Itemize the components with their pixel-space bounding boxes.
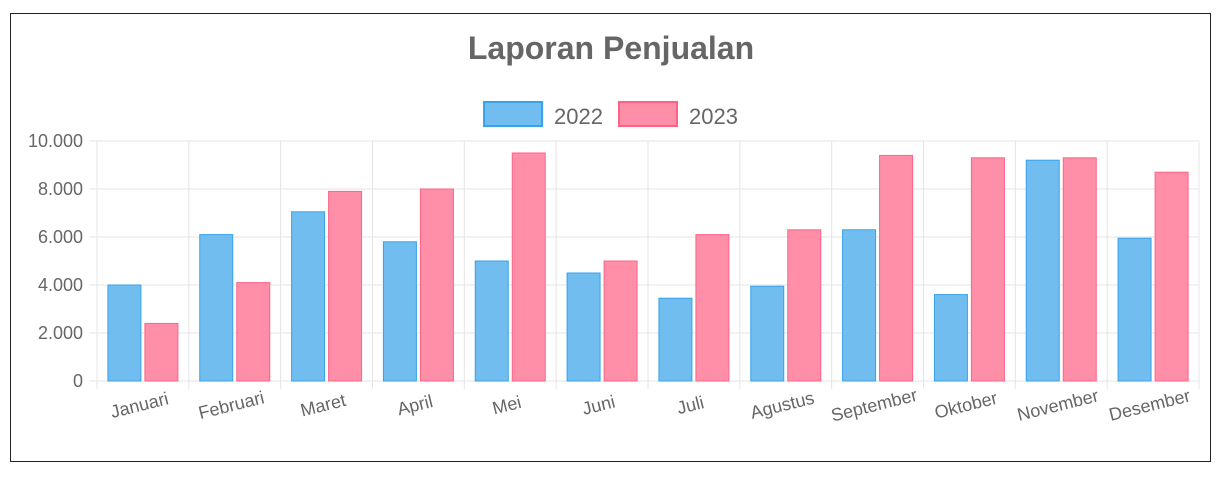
- bar-2022-oktober: [933, 294, 968, 382]
- bar-2022-april: [382, 241, 417, 382]
- legend-swatch: [618, 101, 678, 127]
- x-axis: Januari Februari Maret April Mei Juni Juli Agus…: [108, 385, 1192, 426]
- x-tick-label: September: [829, 385, 919, 426]
- x-tick-label: Februari: [196, 387, 266, 423]
- legend-swatch: [483, 101, 544, 127]
- bar-2022-september: [842, 229, 877, 382]
- bar-2023-juli: [695, 234, 730, 382]
- bar-2023-februari: [236, 282, 271, 382]
- y-tick-label: 8.000: [38, 179, 83, 199]
- bar-2022-mei: [474, 260, 509, 382]
- bar-2023-september: [879, 154, 914, 382]
- x-tick-label: Juli: [675, 392, 706, 418]
- chart-title: Laporan Penjualan: [468, 30, 754, 66]
- bar-2022-januari: [107, 284, 142, 382]
- bar-chart: Laporan Penjualan 2022 2023 0 2.000 4.000 6.…: [28, 30, 1200, 426]
- x-tick-label: Juni: [580, 391, 617, 418]
- y-axis: 0 2.000 4.000 6.000 8.000 10.000: [28, 131, 83, 391]
- x-tick-label: Maret: [298, 390, 347, 421]
- y-tick-label: 4.000: [38, 275, 83, 295]
- bar-2022-agustus: [750, 285, 785, 382]
- legend-label: 2022: [554, 104, 603, 129]
- bars: [107, 152, 1189, 382]
- y-tick-label: 2.000: [38, 323, 83, 343]
- x-tick-label: Oktober: [932, 388, 999, 423]
- bar-2023-april: [419, 188, 454, 382]
- grid-lines: [89, 140, 1200, 389]
- y-tick-label: 0: [73, 371, 83, 391]
- bar-2022-maret: [291, 211, 326, 382]
- legend-label: 2023: [689, 104, 738, 129]
- legend-item-2022[interactable]: 2022: [483, 101, 603, 129]
- legend[interactable]: 2022 2023: [483, 101, 738, 129]
- bar-2023-mei: [511, 152, 546, 382]
- bar-2023-januari: [144, 322, 179, 382]
- x-tick-label: April: [395, 391, 435, 419]
- legend-item-2023[interactable]: 2023: [618, 101, 738, 129]
- bar-2022-februari: [199, 234, 234, 382]
- bar-2022-november: [1025, 159, 1060, 382]
- bar-2023-desember: [1154, 171, 1189, 382]
- x-tick-label: Mei: [490, 392, 523, 418]
- bar-2023-maret: [328, 190, 363, 382]
- x-tick-label: Januari: [108, 388, 170, 422]
- bar-2022-desember: [1117, 237, 1152, 382]
- chart-frame: Laporan Penjualan 2022 2023 0 2.000 4.000 6.…: [10, 13, 1211, 462]
- bar-2022-juni: [566, 272, 601, 382]
- bar-2023-juni: [603, 260, 638, 382]
- x-tick-label: Agustus: [748, 388, 816, 423]
- bar-2023-november: [1062, 157, 1097, 382]
- bar-2023-agustus: [787, 229, 822, 382]
- y-tick-label: 6.000: [38, 227, 83, 247]
- bar-2022-juli: [658, 297, 693, 382]
- x-tick-label: Desember: [1107, 385, 1192, 424]
- x-tick-label: November: [1015, 385, 1100, 424]
- y-tick-label: 10.000: [28, 131, 83, 151]
- bar-2023-oktober: [970, 157, 1005, 382]
